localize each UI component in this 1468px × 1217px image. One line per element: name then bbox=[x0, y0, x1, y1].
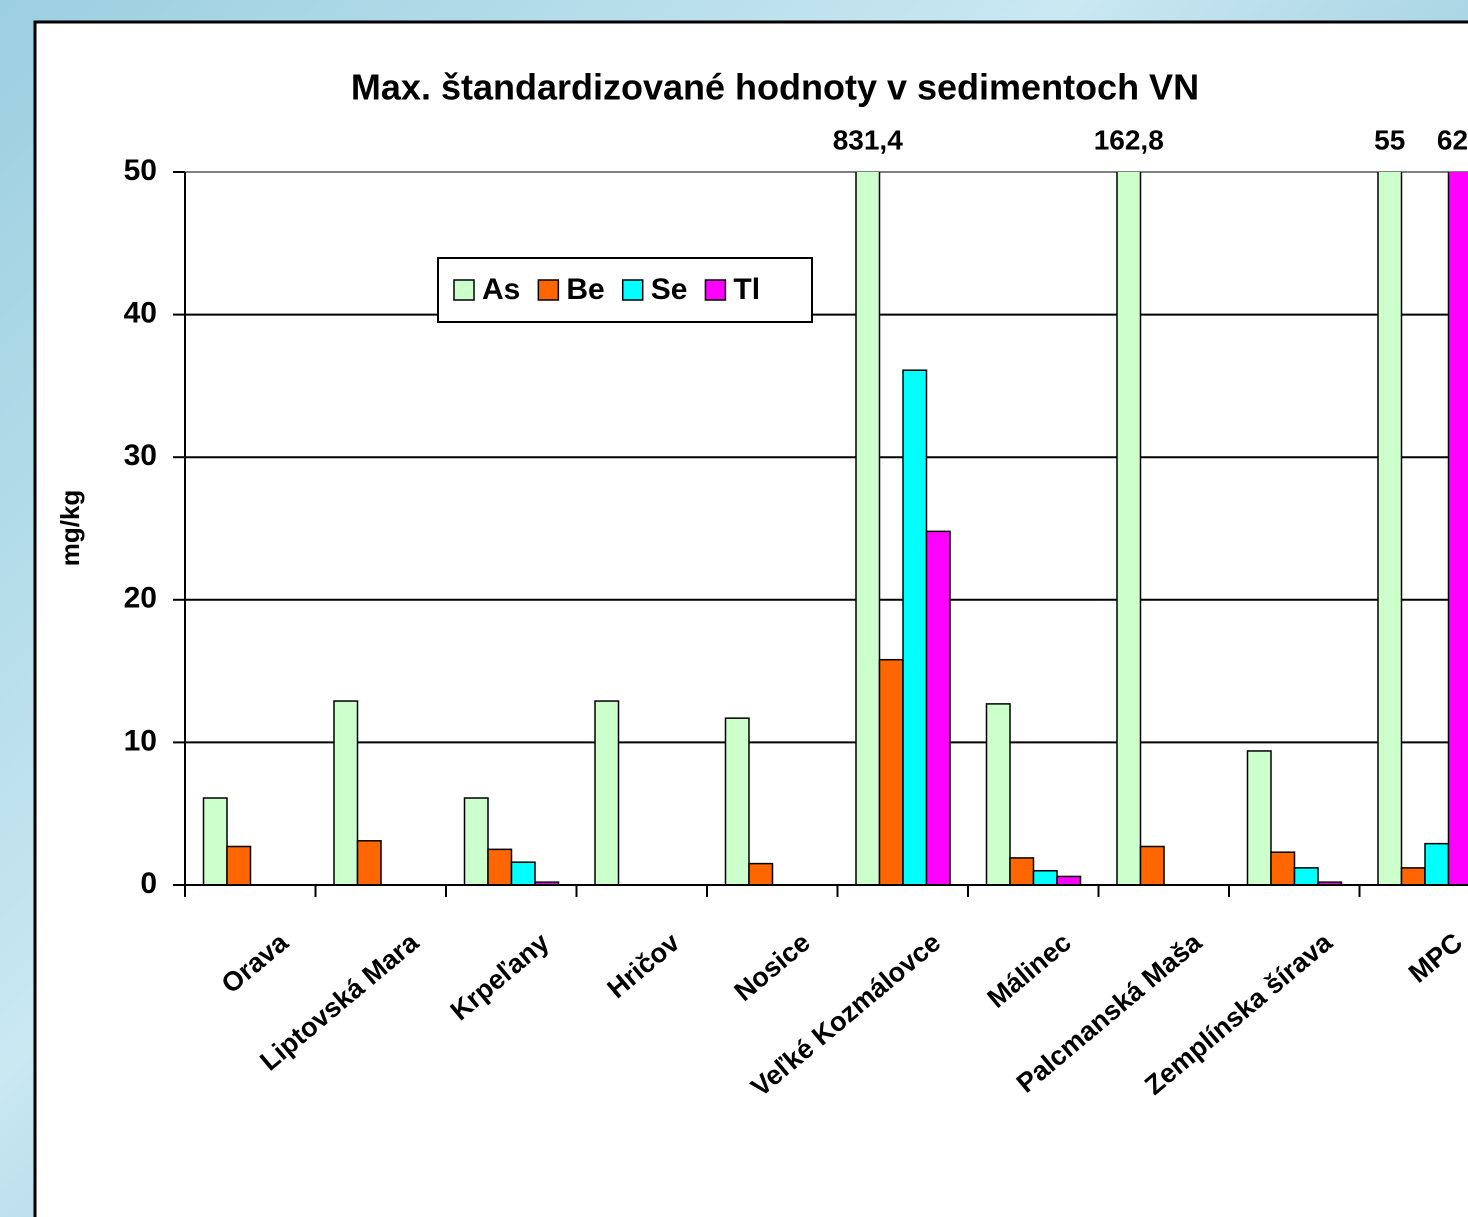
bar bbox=[202, 797, 228, 886]
bar bbox=[1246, 750, 1272, 886]
bar bbox=[333, 700, 359, 886]
bar bbox=[1009, 857, 1035, 886]
legend-swatch bbox=[537, 279, 560, 301]
y-tick-label: 10 bbox=[124, 724, 157, 757]
axes bbox=[184, 172, 1468, 897]
bar bbox=[1377, 172, 1403, 886]
legend-swatch bbox=[453, 279, 475, 301]
bar bbox=[1424, 842, 1450, 886]
bar bbox=[226, 845, 252, 886]
legend-label: Be bbox=[566, 273, 604, 306]
legend-swatch bbox=[621, 279, 644, 301]
y-tick-label: 50 bbox=[124, 154, 157, 187]
bar bbox=[1139, 845, 1165, 886]
chart-panel bbox=[33, 20, 1468, 1217]
y-tick-label: 20 bbox=[124, 582, 157, 615]
bar bbox=[925, 530, 951, 886]
y-tick-label: 0 bbox=[140, 867, 157, 900]
bar bbox=[1032, 869, 1058, 886]
legend-label: Se bbox=[651, 273, 688, 306]
bar bbox=[510, 861, 536, 886]
bar bbox=[1056, 875, 1082, 886]
bar bbox=[748, 862, 774, 886]
legend-label: Tl bbox=[733, 273, 760, 306]
bar bbox=[902, 369, 928, 886]
bar bbox=[878, 658, 904, 886]
y-tick-label: 30 bbox=[124, 439, 157, 472]
value-label: 620 bbox=[1437, 124, 1468, 155]
bar bbox=[356, 840, 382, 886]
bar bbox=[1293, 867, 1319, 886]
chart-title: Max. štandardizované hodnoty v sedimento… bbox=[351, 67, 1199, 108]
bar bbox=[724, 717, 750, 886]
y-tick-label: 40 bbox=[124, 297, 157, 330]
bar bbox=[1400, 867, 1426, 886]
bar bbox=[1270, 851, 1296, 886]
legend-swatch bbox=[704, 279, 727, 301]
value-label: 55 bbox=[1374, 124, 1405, 155]
bar bbox=[463, 797, 489, 886]
y-axis-label: mg/kg bbox=[55, 490, 85, 567]
legend: As Be Se Tl bbox=[437, 257, 813, 323]
bar bbox=[594, 700, 620, 886]
value-label: 162,8 bbox=[1094, 124, 1164, 155]
legend-label: As bbox=[482, 273, 520, 306]
value-label: 831,4 bbox=[833, 124, 903, 155]
bar bbox=[985, 703, 1011, 886]
bar bbox=[487, 848, 513, 886]
